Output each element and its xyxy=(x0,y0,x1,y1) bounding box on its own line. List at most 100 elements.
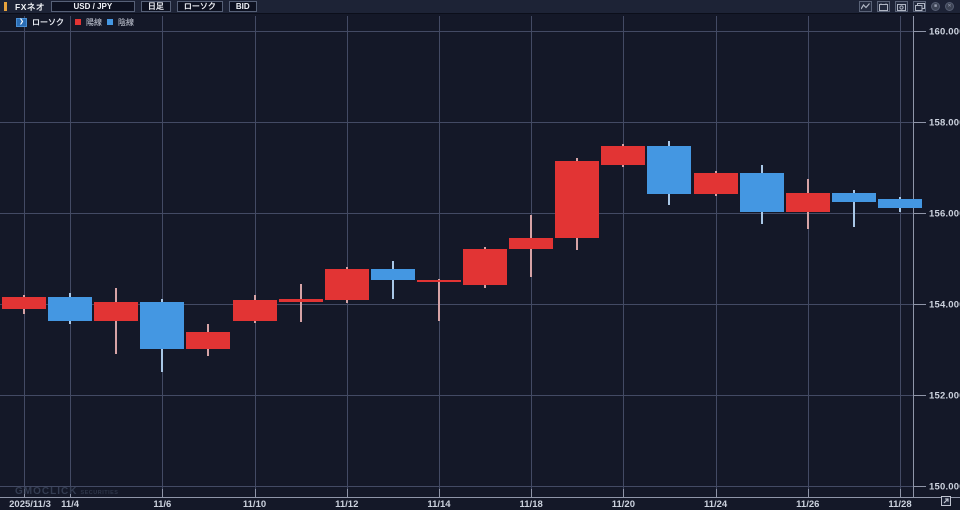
gridline-horizontal xyxy=(0,122,913,123)
candle-body xyxy=(186,332,231,350)
gridline-vertical xyxy=(70,16,72,497)
gridline-vertical xyxy=(24,16,25,497)
y-axis-tick xyxy=(913,486,926,487)
candle-body xyxy=(831,192,876,202)
legend-bear-label: 陰線 xyxy=(118,17,134,27)
gridline-horizontal xyxy=(0,31,913,32)
x-axis-tick xyxy=(623,489,625,497)
x-axis-label: 11/20 xyxy=(611,499,635,510)
toolbar: FXネオ USD / JPY 日足 ローソク BID ■ ✕ xyxy=(0,0,960,14)
chart-type-select[interactable]: ローソク xyxy=(176,1,223,12)
toolbar-icon-group: ■ ✕ xyxy=(859,1,954,12)
y-axis-tick xyxy=(913,304,926,305)
brand-sub: SECURITIES xyxy=(80,490,119,496)
new-window-icon[interactable] xyxy=(877,1,890,12)
y-axis-tick xyxy=(913,122,926,123)
symbol-select[interactable]: USD / JPY xyxy=(50,1,135,12)
candle-body xyxy=(324,268,369,301)
x-axis-tick xyxy=(438,489,440,497)
candle-body xyxy=(739,172,784,213)
y-axis-label: 152.000 xyxy=(929,390,960,401)
timeframe-select[interactable]: 日足 xyxy=(140,1,171,12)
x-axis-label: 11/18 xyxy=(519,499,543,510)
candle-body xyxy=(555,160,600,239)
camera-icon[interactable] xyxy=(895,1,908,12)
gridline-vertical xyxy=(438,16,440,497)
gridline-horizontal xyxy=(0,486,913,487)
line-chart-icon[interactable] xyxy=(859,1,872,12)
y-axis-label: 156.000 xyxy=(929,208,960,219)
layers-icon[interactable] xyxy=(913,1,926,12)
candle-wick xyxy=(852,190,855,227)
gridline-horizontal xyxy=(0,304,913,305)
x-axis-tick xyxy=(899,489,901,497)
gridline-vertical xyxy=(162,16,164,497)
legend-series-label: ローソク xyxy=(32,17,64,27)
brand-name: GMOCLICK xyxy=(15,486,78,497)
x-axis-label: 2025/11/3 xyxy=(9,499,51,510)
x-axis-label: 11/24 xyxy=(703,499,728,510)
gridline-vertical xyxy=(899,16,901,497)
legend-collapse-button[interactable]: ❯ xyxy=(16,17,27,27)
x-axis-tick xyxy=(24,489,25,497)
legend: ❯ ローソク 陽線 陰線 xyxy=(16,16,134,28)
y-axis-label: 150.000 xyxy=(929,481,960,492)
candle-wick xyxy=(299,283,302,323)
candle-body xyxy=(232,300,277,322)
candle-body xyxy=(693,172,738,194)
candle-body xyxy=(48,297,93,322)
y-axis-label: 154.000 xyxy=(929,299,960,310)
x-axis-tick xyxy=(70,489,72,497)
app-title: FXネオ xyxy=(15,1,45,12)
y-axis-tick xyxy=(913,213,926,214)
y-axis-tick xyxy=(913,395,926,396)
x-axis-label: 11/4 xyxy=(61,499,80,510)
brand-watermark: GMOCLICK SECURITIES xyxy=(15,486,118,497)
x-axis-label: 11/6 xyxy=(153,499,172,510)
gridline-vertical xyxy=(807,16,809,497)
candle-body xyxy=(278,299,323,302)
x-axis-tick xyxy=(715,489,717,497)
candle-body xyxy=(509,238,554,250)
y-axis-label: 160.000 xyxy=(929,26,960,37)
price-mode-select[interactable]: BID xyxy=(228,1,257,12)
gridline-vertical xyxy=(254,16,256,497)
x-axis-tick xyxy=(162,489,164,497)
x-axis-tick xyxy=(807,489,809,497)
x-axis-label: 11/10 xyxy=(242,499,267,510)
candle-body xyxy=(140,301,185,350)
x-axis-label: 11/12 xyxy=(335,499,359,510)
candle-body xyxy=(877,199,922,208)
popout-icon[interactable] xyxy=(941,496,951,506)
gridline-vertical xyxy=(346,16,348,497)
x-axis-label: 11/28 xyxy=(888,499,912,510)
minimize-button[interactable]: ■ xyxy=(931,2,940,11)
candle-body xyxy=(2,297,46,309)
legend-bull-label: 陽線 xyxy=(86,17,102,27)
y-axis-tick xyxy=(913,31,926,32)
gridline-horizontal xyxy=(0,395,913,396)
gridline-horizontal xyxy=(0,213,913,214)
x-axis-line xyxy=(0,497,960,498)
app-accent-bar xyxy=(4,2,7,11)
y-axis-label: 158.000 xyxy=(929,117,960,128)
gridline-vertical xyxy=(715,16,717,497)
bull-color-swatch xyxy=(75,19,81,25)
x-axis-tick xyxy=(346,489,348,497)
candle-body xyxy=(463,249,508,285)
candle-body xyxy=(94,301,139,322)
bear-color-swatch xyxy=(107,19,113,25)
x-axis-tick xyxy=(254,489,256,497)
candle-body xyxy=(785,192,830,213)
candle-wick xyxy=(437,278,440,322)
y-axis-line xyxy=(913,16,914,497)
candle-body xyxy=(647,145,692,194)
x-axis-label: 11/14 xyxy=(427,499,451,510)
close-button[interactable]: ✕ xyxy=(945,2,954,11)
candle-body xyxy=(416,279,461,282)
x-axis-tick xyxy=(531,489,533,497)
x-axis-label: 11/26 xyxy=(796,499,820,510)
candle-body xyxy=(601,145,646,166)
